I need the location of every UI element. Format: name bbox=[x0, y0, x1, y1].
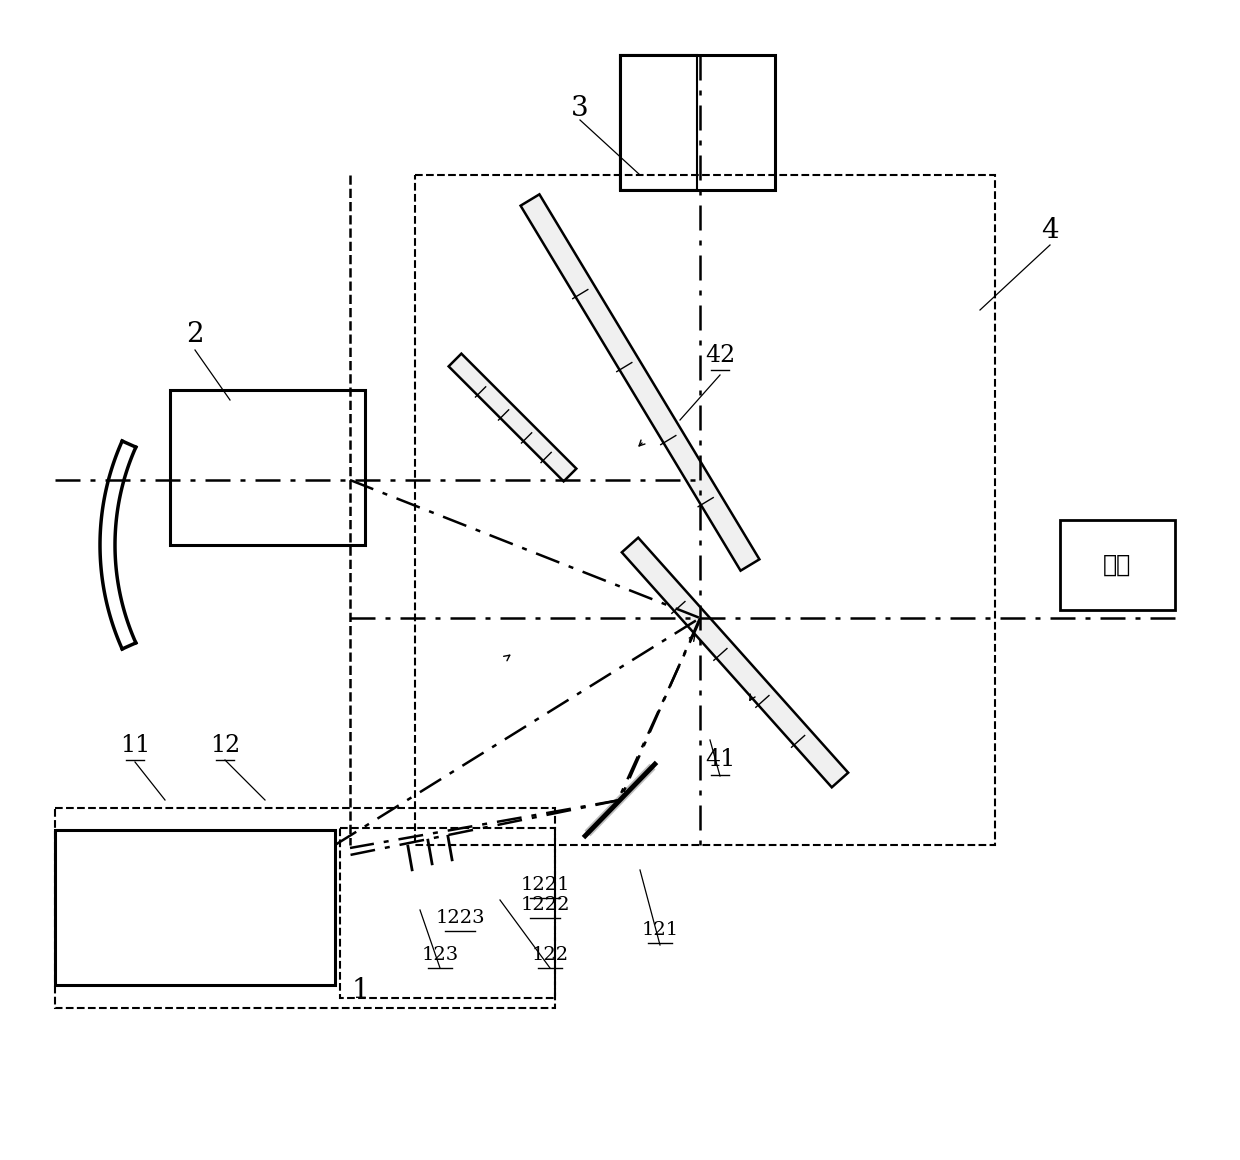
Text: 异物: 异物 bbox=[1102, 553, 1131, 577]
Polygon shape bbox=[449, 354, 577, 481]
Text: 3: 3 bbox=[572, 94, 589, 122]
Text: 123: 123 bbox=[422, 947, 459, 964]
Text: 2: 2 bbox=[186, 321, 203, 348]
Text: 1221: 1221 bbox=[521, 876, 569, 894]
Polygon shape bbox=[621, 538, 848, 788]
Text: 1223: 1223 bbox=[435, 909, 485, 927]
Text: 12: 12 bbox=[210, 733, 241, 756]
Text: 122: 122 bbox=[532, 947, 569, 964]
Text: 121: 121 bbox=[641, 921, 678, 938]
Text: 1222: 1222 bbox=[521, 896, 569, 914]
Text: 1: 1 bbox=[351, 977, 368, 1003]
Text: 11: 11 bbox=[120, 733, 150, 756]
Polygon shape bbox=[521, 195, 759, 571]
Text: 42: 42 bbox=[704, 343, 735, 367]
Text: 4: 4 bbox=[1042, 217, 1059, 244]
Text: 41: 41 bbox=[704, 748, 735, 771]
